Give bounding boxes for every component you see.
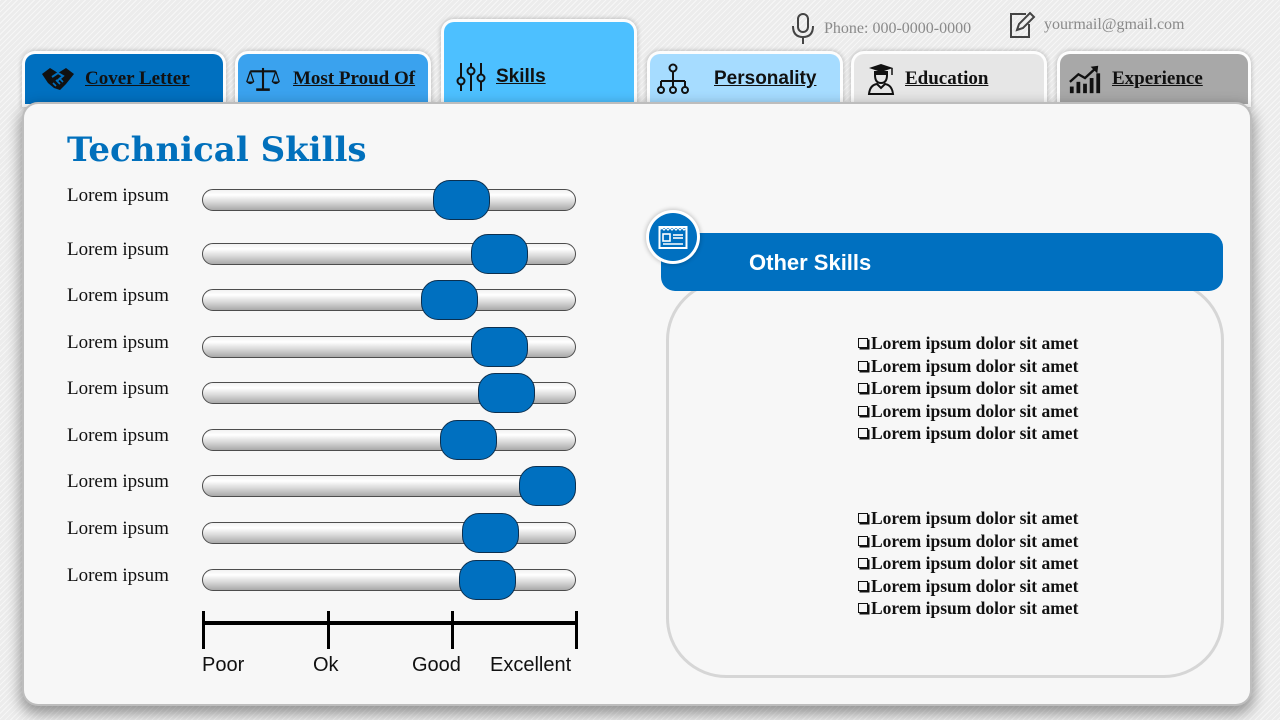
growth-chart-icon (1068, 62, 1102, 96)
list-item-text: Lorem ipsum dolor sit amet (871, 575, 1079, 596)
scales-icon (246, 62, 280, 96)
skill-slider-knob[interactable] (461, 513, 519, 553)
tab-label: Skills (496, 66, 546, 87)
tab-skills[interactable]: Skills (444, 22, 634, 104)
skill-slider-knob[interactable] (439, 420, 497, 460)
list-item: Lorem ipsum dolor sit amet (858, 575, 1078, 598)
graduate-icon (864, 62, 898, 96)
hierarchy-icon (656, 62, 690, 96)
list-item: Lorem ipsum dolor sit amet (858, 377, 1078, 400)
checkbox-icon (858, 580, 868, 591)
checkbox-icon (858, 405, 868, 416)
scale-label-good: Good (412, 654, 461, 676)
checkbox-icon (858, 558, 868, 569)
list-item: Lorem ipsum dolor sit amet (858, 332, 1078, 355)
tab-label: Personality (714, 68, 817, 89)
tab-education[interactable]: Education (854, 54, 1044, 104)
tab-label: Experience (1112, 68, 1203, 89)
tab-experience[interactable]: Experience (1060, 54, 1248, 104)
other-skills-list-2: Lorem ipsum dolor sit amet Lorem ipsum do… (858, 507, 1078, 620)
tab-label: Most Proud Of (293, 68, 416, 89)
list-item: Lorem ipsum dolor sit amet (858, 422, 1078, 445)
page-title: Technical Skills (67, 130, 367, 170)
list-item: Lorem ipsum dolor sit amet (858, 552, 1078, 575)
skill-label: Lorem ipsum (67, 471, 169, 492)
sliders-icon (454, 60, 488, 94)
tab-personality[interactable]: Personality (650, 54, 840, 104)
skill-slider-track[interactable] (202, 522, 576, 544)
list-item-text: Lorem ipsum dolor sit amet (871, 355, 1079, 376)
skill-label: Lorem ipsum (67, 518, 169, 539)
scale-tick (451, 611, 454, 649)
list-item: Lorem ipsum dolor sit amet (858, 507, 1078, 530)
list-item-text: Lorem ipsum dolor sit amet (871, 423, 1079, 443)
skill-slider-knob[interactable] (471, 327, 529, 367)
list-item-text: Lorem ipsum dolor sit amet (871, 530, 1079, 551)
rating-scale-axis (203, 621, 577, 625)
other-skills-list-1: Lorem ipsum dolor sit amet Lorem ipsum do… (858, 332, 1078, 445)
skill-slider-knob[interactable] (477, 373, 535, 413)
list-item-text: Lorem ipsum dolor sit amet (871, 400, 1079, 421)
skill-label: Lorem ipsum (67, 285, 169, 306)
checkbox-icon (858, 603, 868, 614)
list-item-text: Lorem ipsum dolor sit amet (871, 378, 1079, 398)
scale-label-excellent: Excellent (490, 654, 572, 676)
list-item: Lorem ipsum dolor sit amet (858, 400, 1078, 423)
microphone-icon (790, 12, 816, 46)
skill-label: Lorem ipsum (67, 565, 169, 586)
checkbox-icon (858, 513, 868, 524)
email-text[interactable]: yourmail@gmail.com (1044, 16, 1185, 33)
skill-slider-track[interactable] (202, 189, 576, 211)
skill-slider-knob[interactable] (471, 234, 529, 274)
list-item: Lorem ipsum dolor sit amet (858, 597, 1078, 620)
skill-slider-track[interactable] (202, 429, 576, 451)
scale-label-ok: Ok (313, 654, 339, 676)
skill-slider-knob[interactable] (420, 280, 478, 320)
list-item-text: Lorem ipsum dolor sit amet (871, 553, 1079, 573)
skill-slider-track[interactable] (202, 569, 576, 591)
other-skills-box (666, 280, 1224, 678)
handshake-icon (41, 62, 75, 96)
edit-icon (1008, 10, 1036, 40)
scale-tick (327, 611, 330, 649)
tab-label: Cover Letter (85, 68, 190, 89)
tab-label: Education (905, 68, 989, 89)
other-skills-title: Other Skills (749, 250, 872, 275)
email-contact: yourmail@gmail.com (1008, 10, 1184, 40)
list-item-text: Lorem ipsum dolor sit amet (871, 598, 1079, 618)
skill-label: Lorem ipsum (67, 425, 169, 446)
checkbox-icon (858, 535, 868, 546)
list-item: Lorem ipsum dolor sit amet (858, 355, 1078, 378)
scale-label-poor: Poor (202, 654, 245, 676)
checkbox-icon (858, 338, 868, 349)
scale-tick (575, 611, 578, 649)
skill-slider-knob[interactable] (458, 560, 516, 600)
skill-slider-track[interactable] (202, 289, 576, 311)
id-card-icon (649, 213, 697, 261)
other-skills-header (661, 233, 1223, 291)
list-item-text: Lorem ipsum dolor sit amet (871, 508, 1079, 528)
checkbox-icon (858, 383, 868, 394)
scale-tick (202, 611, 205, 649)
list-item-text: Lorem ipsum dolor sit amet (871, 333, 1079, 353)
tab-cover-letter[interactable]: Cover Letter (25, 54, 223, 104)
skill-slider-knob[interactable] (519, 466, 576, 506)
skill-label: Lorem ipsum (67, 239, 169, 260)
skill-label: Lorem ipsum (67, 185, 169, 206)
tab-most-proud-of[interactable]: Most Proud Of (238, 54, 428, 104)
phone-contact: Phone: 000-0000-0000 (790, 12, 971, 46)
skill-label: Lorem ipsum (67, 332, 169, 353)
skill-label: Lorem ipsum (67, 378, 169, 399)
skill-slider-knob[interactable] (433, 180, 491, 220)
phone-text: Phone: 000-0000-0000 (824, 20, 972, 37)
list-item: Lorem ipsum dolor sit amet (858, 530, 1078, 553)
checkbox-icon (858, 360, 868, 371)
checkbox-icon (858, 428, 868, 439)
